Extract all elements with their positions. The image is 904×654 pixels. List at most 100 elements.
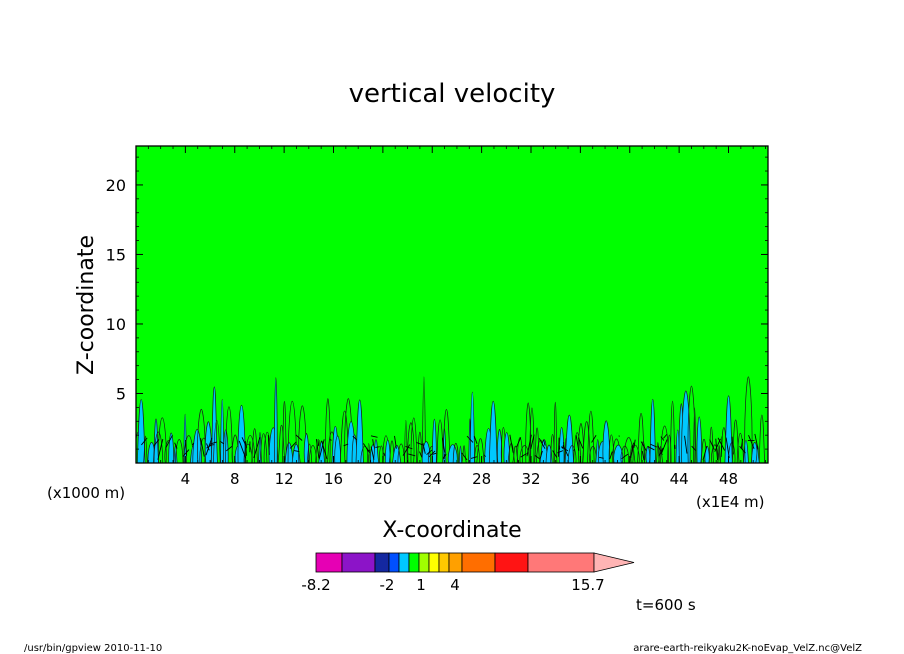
contour-plume [281,400,287,463]
contour-plume [259,433,268,463]
contour-plume [421,376,426,463]
y-tick-label: 20 [106,176,126,195]
contour-line [633,439,636,448]
contour-plume [717,444,721,463]
contour-line [402,444,411,456]
contour-line [720,436,723,457]
contour-plume [567,445,577,463]
x-tick-label: 16 [324,470,343,488]
contour-line [599,456,604,459]
contour-line [165,434,173,448]
contour-plume [143,435,148,463]
contour-line [641,450,645,461]
x-tick-label: 40 [620,470,639,488]
contour-plume [704,445,710,463]
contour-plume [213,420,221,463]
contour-line [329,439,332,441]
contour-plume [687,385,696,463]
contour-line [483,454,486,457]
contour-line [731,436,734,455]
plot-area [135,145,769,464]
contour-line [516,437,522,448]
contour-line [526,434,532,457]
contour-plume [637,412,646,463]
contour-plume [744,376,753,463]
contour-plume [693,407,697,463]
contour-plume [325,398,331,463]
x-tick-label: 20 [373,470,392,488]
contour-line [684,435,688,454]
contour-plume [210,386,218,463]
contour-line [660,436,665,441]
contour-line [192,442,195,446]
contour-line [205,437,213,456]
contour-plume [308,445,317,463]
contour-plume [274,377,278,463]
x-tick-label: 8 [230,470,240,488]
contour-line [405,446,413,450]
contour-plume [655,442,660,463]
contour-line [219,441,225,445]
contour-line [661,439,668,454]
colorbar-swatch [408,552,420,573]
contour-line [647,445,655,451]
contour-plume [629,444,636,463]
contour-line [153,438,160,447]
contour-line [157,438,164,460]
colorbar-tick-label: 15.7 [571,576,604,594]
contour-plume [670,400,675,463]
contour-line [245,441,247,456]
colorbar-swatch [398,552,410,573]
contour-line [226,446,233,452]
colorbar-tick-labels: -8.2 -2 1 4 15.7 [301,576,604,594]
contour-line [241,437,248,448]
time-annotation: t=600 s [636,596,696,614]
contour-plume [469,391,475,463]
contour-line [663,433,668,439]
x-tick-label: 12 [275,470,294,488]
contour-plume [476,438,485,463]
contour-line [539,450,543,459]
y-axis-title: Z-coordinate [74,235,99,375]
colorbar-swatch [418,552,430,573]
contour-plume [452,442,459,463]
contour-line [238,440,247,459]
contour-plume [251,428,258,463]
contour-line [748,435,755,449]
contour-plume [237,404,246,463]
colorbar-max-arrow [593,552,635,573]
contour-line [552,450,558,458]
contour-line [289,441,297,449]
contour-line [520,453,527,458]
contour-plume [667,434,672,463]
footer-right: arare-earth-reikyaku2K-noEvap_VelZ.nc@Ve… [633,643,862,654]
contour-plume [157,417,167,463]
contour-line [383,452,386,457]
contour-line [630,442,634,458]
contour-plume [519,445,530,463]
contour-line [206,443,210,451]
contour-plume [355,399,364,463]
contour-line [293,450,300,453]
contour-line [466,435,474,443]
contour-line [560,446,569,452]
contour-line [370,446,375,460]
plot-frame [135,145,769,464]
contour-line [141,437,148,446]
contour-line [470,456,478,459]
contour-line [321,440,328,460]
colorbar-tick-label: 4 [450,576,460,594]
colorbar-swatch [428,552,440,573]
contour-line [441,437,446,453]
contour-line [209,441,217,445]
contour-line [538,438,546,449]
contour-plume [696,416,702,463]
contour-line [650,443,658,448]
colorbar-swatch [315,552,343,573]
x-unit-label: (x1E4 m) [696,493,765,511]
contour-plume [258,432,262,463]
contour-plume [397,443,405,463]
contour-plume [407,422,415,463]
contour-plume [736,432,744,463]
